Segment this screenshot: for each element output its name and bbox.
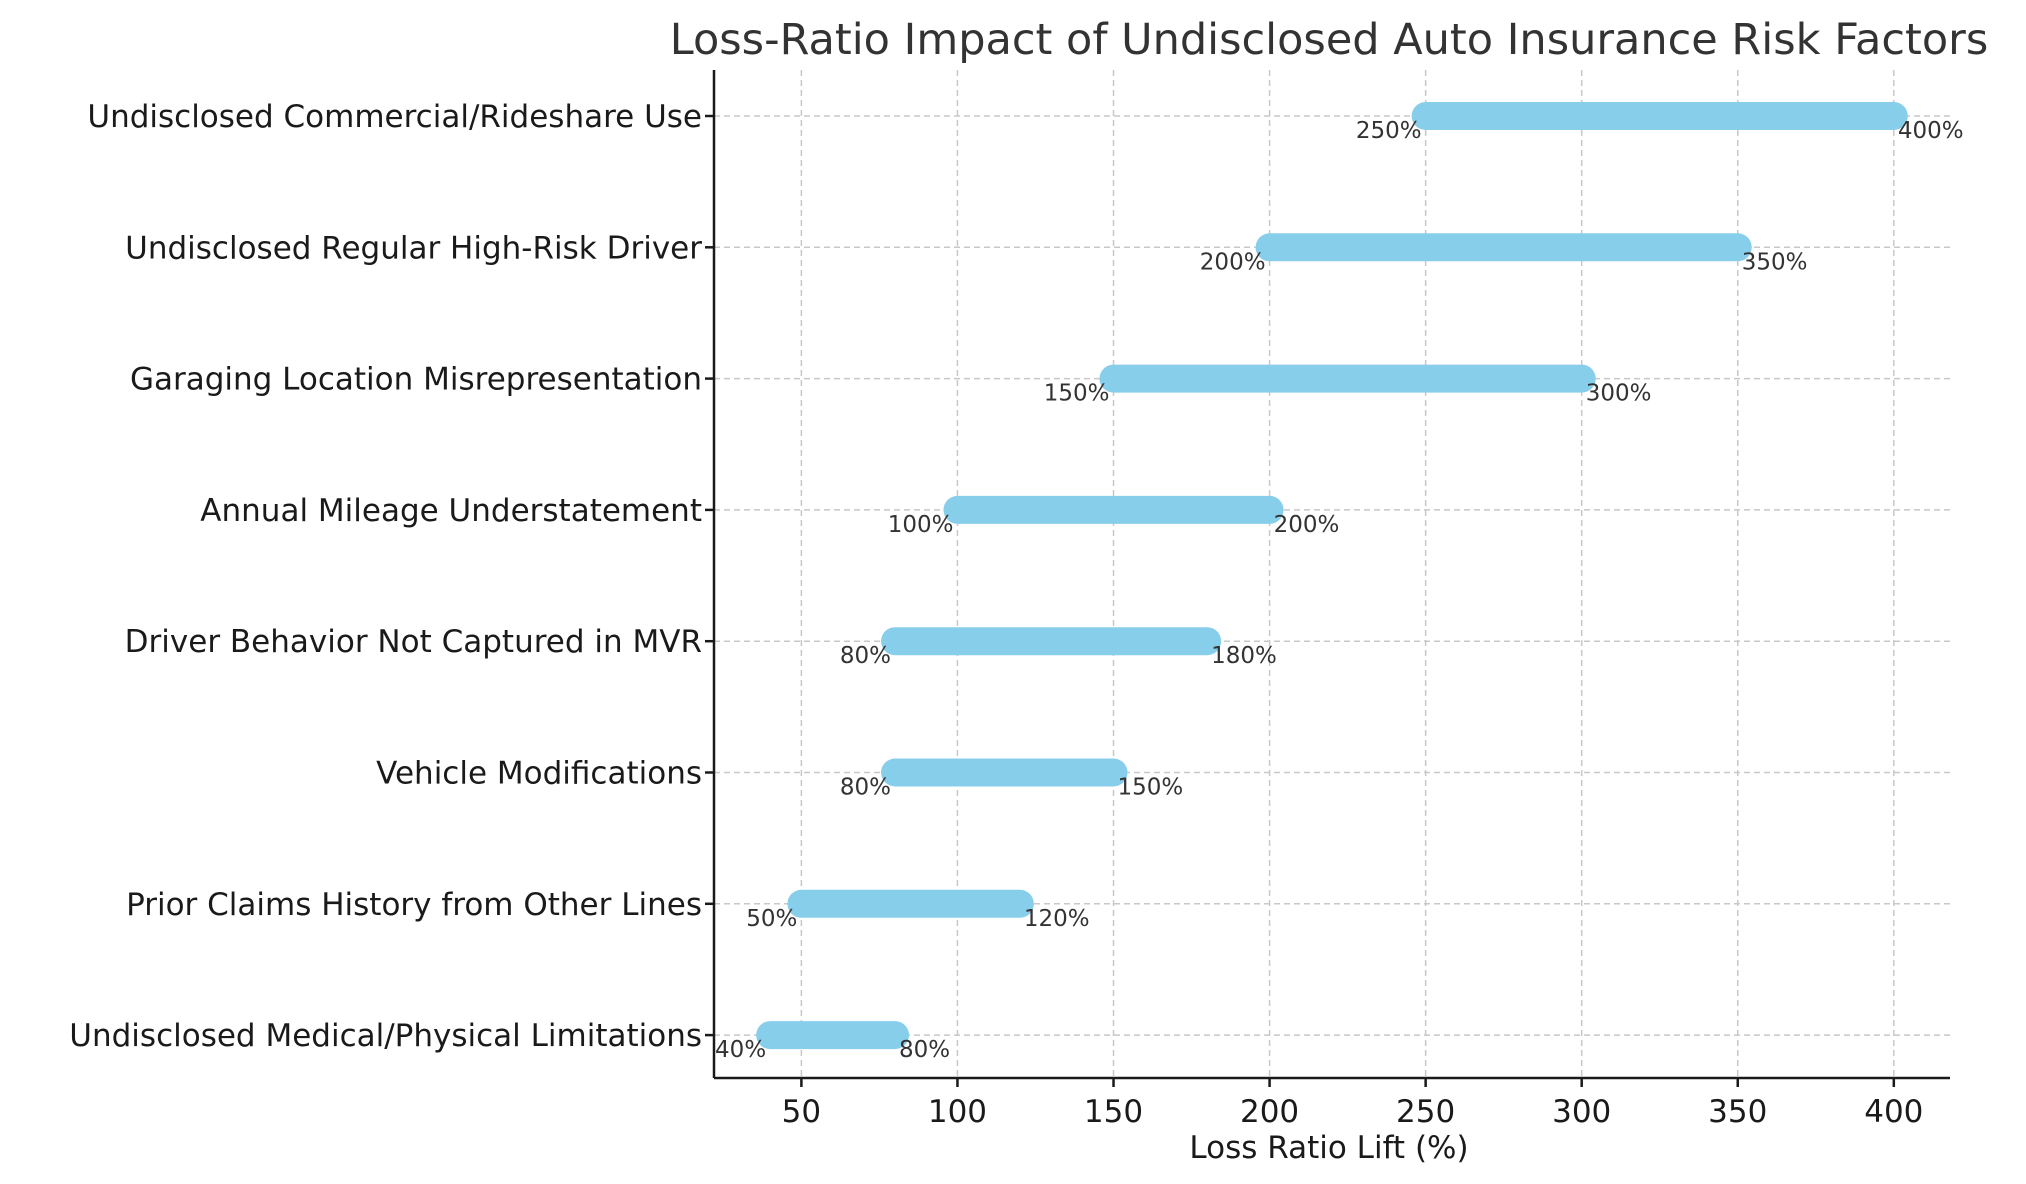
category-label: Garaging Location Misrepresentation [130, 362, 702, 398]
axis-layer: 50 100 150 200 250 300 350 400 Undisclosed Medic… [69, 70, 1950, 1130]
low-value-label: 150% [1044, 381, 1110, 407]
label-layer: 40% 80% 50% 120% 80% 150% 80% 180% 100% 200% 150% 3… [715, 118, 1964, 1063]
low-value-label: 200% [1200, 249, 1266, 275]
low-value-label: 40% [715, 1037, 766, 1063]
x-tick-label: 400 [1864, 1094, 1923, 1130]
x-tick-label: 50 [782, 1094, 821, 1130]
high-value-label: 200% [1274, 512, 1340, 538]
category-label: Annual Mileage Understatement [200, 493, 702, 529]
category-label: Undisclosed Regular High-Risk Driver [125, 230, 702, 266]
x-tick-label: 100 [928, 1094, 987, 1130]
category-label: Driver Behavior Not Captured in MVR [125, 624, 702, 660]
low-value-label: 100% [888, 512, 954, 538]
low-value-label: 250% [1356, 118, 1422, 144]
high-value-label: 80% [899, 1037, 950, 1063]
category-label: Vehicle Modifications [376, 756, 702, 792]
low-value-label: 80% [840, 775, 891, 801]
low-value-label: 80% [840, 643, 891, 669]
chart-title: Loss-Ratio Impact of Undisclosed Auto In… [670, 15, 1988, 65]
x-tick-label: 200 [1240, 1094, 1299, 1130]
high-value-label: 300% [1586, 381, 1652, 407]
high-value-label: 180% [1211, 643, 1277, 669]
high-value-label: 350% [1742, 249, 1808, 275]
bar-layer [756, 102, 1908, 1050]
low-value-label: 50% [746, 906, 797, 932]
grid-layer [714, 70, 1950, 1078]
high-value-label: 150% [1118, 775, 1184, 801]
x-tick-label: 300 [1552, 1094, 1611, 1130]
high-value-label: 120% [1024, 906, 1090, 932]
category-label: Undisclosed Medical/Physical Limitations [69, 1018, 702, 1054]
category-label: Undisclosed Commercial/Rideshare Use [87, 99, 702, 135]
x-tick-label: 350 [1708, 1094, 1767, 1130]
x-tick-label: 150 [1084, 1094, 1143, 1130]
high-value-label: 400% [1898, 118, 1964, 144]
x-tick-label: 250 [1396, 1094, 1455, 1130]
x-axis-label: Loss Ratio Lift (%) [1189, 1130, 1468, 1166]
category-label: Prior Claims History from Other Lines [126, 887, 702, 923]
